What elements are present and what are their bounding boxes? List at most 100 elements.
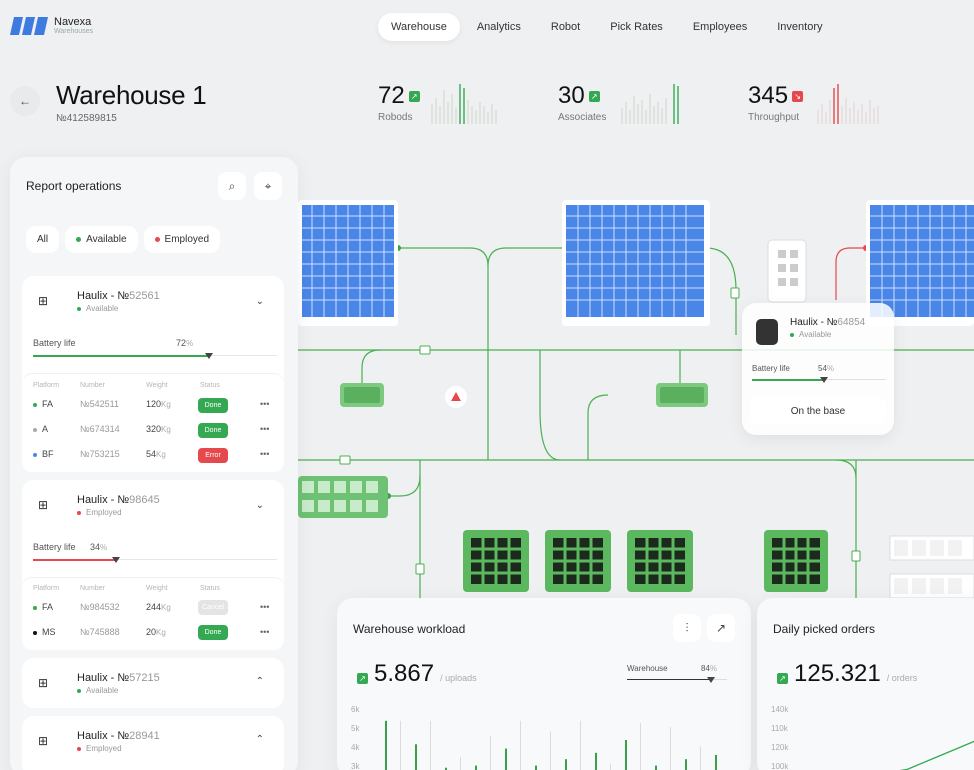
platform: MS <box>42 627 56 637</box>
robot-status: Available <box>86 304 119 313</box>
bar <box>460 757 461 770</box>
status-badge[interactable]: Error <box>198 448 228 463</box>
search-icon: ⌕ <box>228 178 236 193</box>
brand-logo[interactable]: Navexa Warehouses <box>10 16 93 35</box>
stat-label: Robods <box>378 112 413 123</box>
expand-button[interactable]: ↗ <box>707 614 735 642</box>
slider-knob-icon[interactable] <box>111 557 120 563</box>
more-icon[interactable]: ••• <box>260 449 270 459</box>
sparkline-robots <box>431 84 497 124</box>
y-tick-label: 100k <box>771 762 789 770</box>
more-icon[interactable]: ••• <box>260 627 270 637</box>
robot-name: Haulix - № <box>77 494 130 506</box>
status-badge[interactable]: Cancel <box>198 600 228 615</box>
y-tick-label: 4k <box>351 743 360 752</box>
chevron-down-icon[interactable]: ⌄ <box>255 296 264 307</box>
status-dot <box>790 332 794 337</box>
ops-table: Platform Number Weight Status FA №984532… <box>22 578 284 650</box>
order-number: №753215 <box>80 449 120 459</box>
y-tick-label: 5k <box>351 724 360 733</box>
robot-status: Available <box>86 686 119 695</box>
warehouse-id: №412589815 <box>56 113 117 124</box>
brand-name: Navexa <box>54 16 92 28</box>
tab-pick-rates[interactable]: Pick Rates <box>610 21 663 33</box>
filter-employed[interactable]: Employed <box>143 226 220 253</box>
status-badge[interactable]: Done <box>198 398 228 413</box>
robot-number: 52561 <box>129 290 160 302</box>
bar <box>670 727 671 770</box>
report-title: Report operations <box>26 179 122 193</box>
workload-card: Warehouse workload ⫶ ↗ ↗ 5.867 / uploads… <box>337 598 751 770</box>
status-badge[interactable]: Done <box>198 625 228 640</box>
arrow-up-right-icon: ↗ <box>715 621 727 635</box>
search-button[interactable]: ⌕ <box>218 172 246 200</box>
slider-value: 84 <box>701 664 710 673</box>
more-icon[interactable]: ••• <box>260 399 270 409</box>
slider-knob-icon[interactable] <box>204 353 213 359</box>
bar <box>595 752 597 770</box>
location-button[interactable]: ⌖ <box>254 172 282 200</box>
platform: FA <box>42 399 54 409</box>
platform-dot <box>33 605 37 610</box>
stat-associates: 30 ↗ Associates <box>558 82 606 123</box>
trend-up-icon: ↗ <box>588 91 600 103</box>
platform: FA <box>42 602 54 612</box>
chevron-up-icon[interactable]: ⌃ <box>255 676 264 687</box>
more-icon[interactable]: ••• <box>260 602 270 612</box>
filter-button[interactable]: ⫶ <box>673 614 701 642</box>
bar <box>535 765 537 770</box>
platform-dot <box>33 427 37 432</box>
battery-track <box>33 559 277 560</box>
weight-unit: Kg <box>161 603 171 612</box>
slider-unit: % <box>709 664 718 673</box>
chevron-up-icon[interactable]: ⌃ <box>255 734 264 745</box>
robot-number: 98645 <box>129 494 160 506</box>
logo-icon <box>10 16 48 35</box>
chevron-down-icon[interactable]: ⌄ <box>255 500 264 511</box>
robot-status: Employed <box>86 508 122 517</box>
bar <box>700 746 701 770</box>
status-badge[interactable]: Done <box>198 423 228 438</box>
robot-name: Haulix - № <box>77 672 130 684</box>
tab-employees[interactable]: Employees <box>692 21 748 33</box>
trend-up-icon: ↗ <box>408 91 420 103</box>
col-platform: Platform <box>33 382 60 389</box>
robot-card[interactable]: ⊞ Haulix - №28941 Employed ⌃ <box>22 716 284 770</box>
stat-label: Associates <box>558 112 607 123</box>
bar <box>565 759 567 770</box>
battery-bar <box>752 377 829 383</box>
brand-tagline: Warehouses <box>54 28 94 35</box>
robot-popup[interactable]: Haulix - №64854 Available Battery life 5… <box>742 303 894 435</box>
status-dot <box>76 236 82 242</box>
tab-analytics[interactable]: Analytics <box>476 21 521 33</box>
orders-value: 125.321 <box>794 660 881 687</box>
y-tick-label: 3k <box>351 762 360 770</box>
on-the-base-button[interactable]: On the base <box>750 397 886 425</box>
filter-all[interactable]: All <box>26 226 60 253</box>
slider-knob-icon[interactable] <box>707 677 715 683</box>
robot-card[interactable]: ⊞ Haulix - №57215 Available ⌃ <box>22 658 284 708</box>
tab-robot[interactable]: Robot <box>550 21 581 33</box>
weight: 20 <box>146 627 157 637</box>
bar <box>445 767 447 770</box>
col-status: Status <box>200 585 220 592</box>
robot-status: Available <box>799 330 832 339</box>
workload-chart: 6k 5k 4k 3k <box>351 705 717 770</box>
more-icon[interactable]: ••• <box>260 424 270 434</box>
col-platform: Platform <box>33 585 60 592</box>
battery-label: Battery life <box>33 338 76 348</box>
bar <box>430 720 431 770</box>
series-line <box>899 740 974 770</box>
filter-available[interactable]: Available <box>65 226 138 253</box>
battery-label: Battery life <box>33 542 76 552</box>
tab-inventory[interactable]: Inventory <box>777 21 823 33</box>
robot-name: Haulix - № <box>790 317 838 328</box>
status-filters: All Available Employed <box>26 226 220 253</box>
robot-name: Haulix - № <box>77 730 130 742</box>
slider-knob-icon[interactable] <box>820 377 829 383</box>
status-dot <box>154 236 160 242</box>
workload-slider[interactable] <box>627 677 715 683</box>
bar <box>475 765 477 770</box>
back-button[interactable]: ← <box>10 86 40 116</box>
tab-warehouse[interactable]: Warehouse <box>378 13 460 41</box>
